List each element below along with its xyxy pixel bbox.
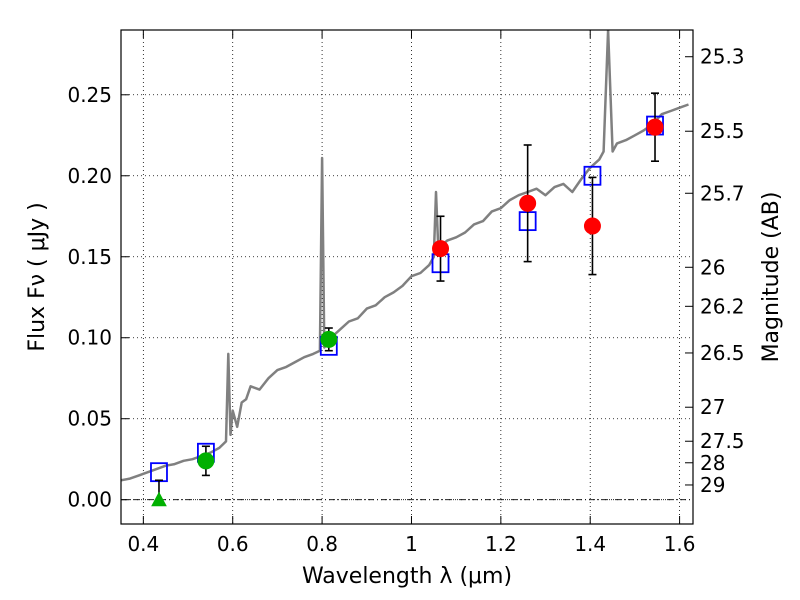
y2-tick-label: 28	[700, 451, 725, 475]
grid	[121, 30, 693, 524]
x-axis-label: Wavelength λ (μm)	[302, 564, 512, 589]
y2-axis-label: Magnitude (AB)	[759, 192, 784, 363]
y2-tick-label: 26.5	[700, 341, 745, 365]
plot-frame	[120, 29, 694, 525]
x-tick-label: 1.4	[574, 532, 606, 556]
y2-tick-label: 27	[700, 395, 725, 419]
red-detection-point	[519, 194, 537, 212]
y-tick-label: 0.10	[67, 326, 112, 350]
y-tick-label: 0.25	[67, 83, 112, 107]
x-tick-label: 0.8	[306, 532, 338, 556]
green-triangle-point	[151, 491, 167, 507]
y-tick-label: 0.00	[67, 488, 112, 512]
x-tick-label: 1	[405, 532, 418, 556]
x-tick-label: 0.4	[127, 532, 159, 556]
x-tick-label: 1.2	[485, 532, 517, 556]
y2-tick-label: 26	[700, 255, 725, 279]
y2-tick-label: 25.3	[700, 45, 745, 69]
red-detection-point	[583, 217, 601, 235]
model-spectrum-line	[121, 30, 689, 482]
y2-tick-label: 25.5	[700, 119, 745, 143]
y2-tick-label: 29	[700, 473, 725, 497]
y-tick-label: 0.20	[67, 164, 112, 188]
y-tick-label: 0.15	[67, 245, 112, 269]
y2-tick-label: 25.7	[700, 181, 745, 205]
y2-tick-label: 27.5	[700, 429, 745, 453]
red-detection-point	[432, 240, 450, 258]
y-axis-label: Flux Fν ( μJy )	[25, 202, 50, 351]
x-tick-label: 1.6	[664, 532, 696, 556]
red-detection-point	[646, 118, 664, 136]
axes: 0.4 0.6 0.8 1 1.2 1.4 1.6 0.00 0.05 0.10 0.15 0.20 0…	[67, 30, 745, 556]
x-tick-label: 0.6	[217, 532, 249, 556]
plot-area	[121, 30, 689, 507]
green-detection-point	[197, 452, 215, 470]
green-detection-point	[320, 330, 338, 348]
y-tick-label: 0.05	[67, 407, 112, 431]
y2-tick-label: 26.2	[700, 294, 745, 318]
